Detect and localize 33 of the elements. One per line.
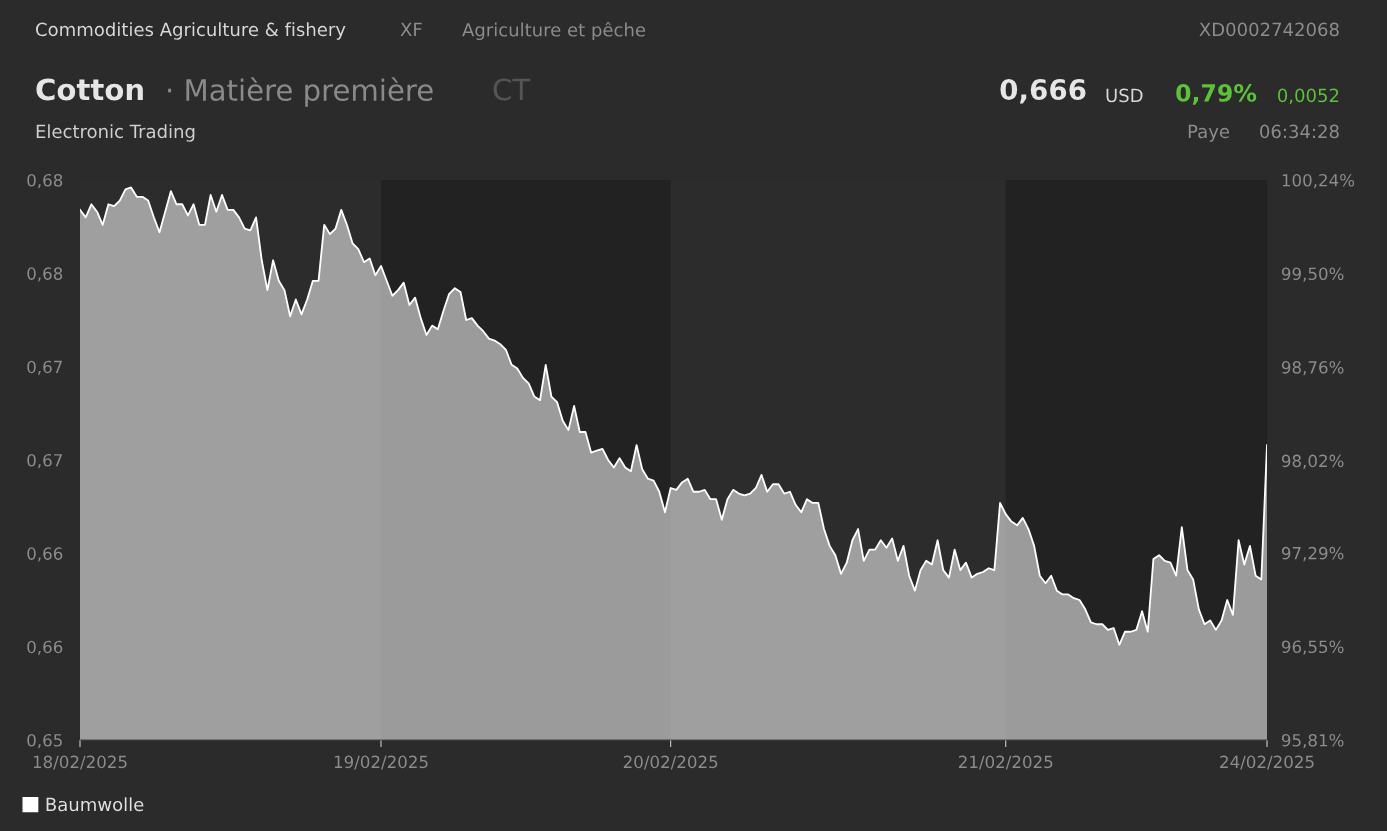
chart-title: Cotton xyxy=(36,78,143,101)
y2-tick-label: 100,24% xyxy=(1282,173,1355,189)
text: 0,0052 xyxy=(1278,88,1339,105)
y-tick-label: 0,66 xyxy=(27,640,63,655)
x-tick-label: 19/02/2025 xyxy=(334,755,428,770)
text: USD xyxy=(1106,88,1143,103)
text: Paye xyxy=(1188,124,1230,142)
text: XF xyxy=(400,22,422,36)
text: Commodities Agriculture & fishery xyxy=(36,22,346,40)
y-tick-label: 0,67 xyxy=(27,360,62,375)
x-tick-label: 18/02/2025 xyxy=(33,755,127,770)
y-tick-label: 0,67 xyxy=(27,453,62,469)
text: XD0002742068 xyxy=(1199,22,1339,37)
chart-subtitle: Electronic Trading xyxy=(36,124,195,142)
text: 0,666 xyxy=(1000,79,1086,104)
text: · Matière première xyxy=(168,77,433,107)
y2-tick-label: 99,50% xyxy=(1281,267,1344,282)
text: 0,79% xyxy=(1176,83,1257,105)
y-tick-label: 0,68 xyxy=(27,267,63,282)
y-tick-label: 0,65 xyxy=(27,733,62,749)
x-tick-label: 21/02/2025 xyxy=(958,755,1053,770)
x-tick-label: 20/02/2025 xyxy=(623,755,718,770)
y2-tick-label: 95,81% xyxy=(1281,733,1344,749)
y-tick-label: 0,66 xyxy=(27,547,63,562)
y2-tick-label: 97,29% xyxy=(1281,546,1344,562)
x-tick-label: 24/02/2025 xyxy=(1220,755,1314,770)
text: 06:34:28 xyxy=(1260,124,1339,139)
text: Agriculture et pêche xyxy=(462,21,646,41)
y2-tick-label: 98,02% xyxy=(1281,454,1344,469)
legend-label: Baumwolle xyxy=(46,797,144,812)
y-tick-label: 0,68 xyxy=(27,173,63,189)
y2-tick-label: 96,55% xyxy=(1281,640,1344,655)
y2-tick-label: 98,76% xyxy=(1281,361,1344,376)
